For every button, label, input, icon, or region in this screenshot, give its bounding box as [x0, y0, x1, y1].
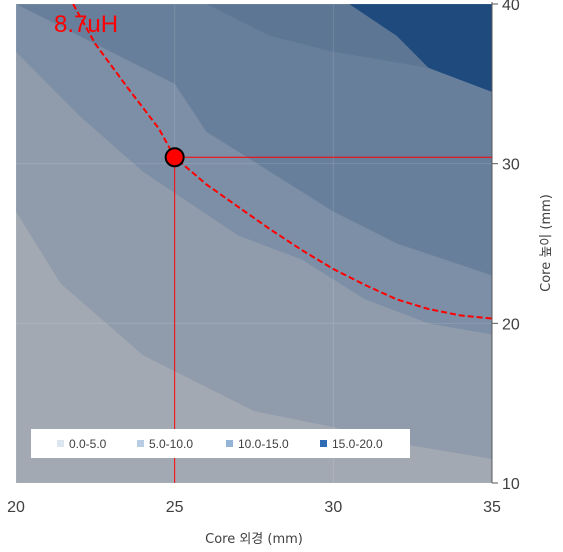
inductance-curve — [72, 4, 492, 320]
design-point-marker — [164, 147, 185, 168]
legend-swatch — [226, 440, 233, 447]
legend-label: 15.0-20.0 — [332, 437, 383, 451]
x-tick-labels: 20 25 30 35 — [7, 499, 501, 516]
x-tick-label: 20 — [7, 499, 25, 516]
curve-label: 8.7uH — [54, 11, 118, 38]
x-axis-title: Core 외경 (mm) — [205, 532, 303, 547]
legend-label: 10.0-15.0 — [238, 437, 289, 451]
y-tick-label: 20 — [502, 316, 520, 333]
contour-region — [16, 4, 492, 276]
x-tick-label: 30 — [324, 499, 342, 516]
legend-swatch — [57, 440, 64, 447]
contour-region — [16, 4, 492, 92]
legend-swatch — [320, 440, 327, 447]
y-tick-label: 30 — [502, 157, 520, 174]
legend-swatch — [137, 440, 144, 447]
legend-label: 5.0-10.0 — [149, 437, 193, 451]
x-tick-label: 35 — [483, 499, 501, 516]
legend-box — [31, 429, 410, 458]
y-tick-label: 40 — [502, 0, 520, 14]
right-axis — [491, 2, 498, 484]
contour-region — [16, 4, 492, 92]
y-tick-labels: 10 20 30 40 — [502, 0, 520, 493]
x-tick-label: 25 — [166, 499, 184, 516]
legend: 0.0-5.0 5.0-10.0 10.0-15.0 15.0-20.0 — [31, 429, 410, 458]
plot-area — [16, 4, 492, 483]
y-tick-label: 10 — [502, 476, 520, 493]
legend-label: 0.0-5.0 — [69, 437, 107, 451]
annotation-layer — [72, 4, 492, 483]
y-axis-title: Core 높이 (mm) — [539, 194, 554, 292]
